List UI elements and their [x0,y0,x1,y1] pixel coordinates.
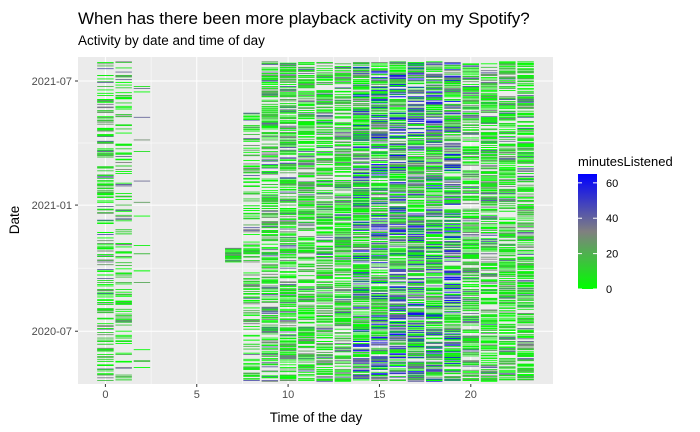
y-tick-label: 2021-07 [32,76,72,88]
x-tick-label: 15 [373,389,385,401]
x-tick-label: 0 [102,389,108,401]
x-axis-title: Time of the day [270,410,363,425]
x-tick-label: 5 [194,389,200,401]
y-axis-title: Date [7,206,22,235]
x-tick-label: 10 [282,389,294,401]
chart-title: When has there been more playback activi… [78,9,530,28]
legend-colorbar [578,174,597,289]
legend-tick-label: 60 [606,178,618,190]
legend-tick-label: 20 [606,249,618,261]
heatmap-cells [97,61,534,382]
x-axis: 0 5 10 15 20 [102,384,477,401]
legend-tick-label: 40 [606,213,618,225]
x-tick-label: 20 [465,389,477,401]
legend-tick-label: 0 [606,284,612,296]
legend-title: minutesListened [578,154,673,169]
y-tick-label: 2020-07 [32,326,72,338]
y-axis: 2020-07 2021-01 2021-07 [32,76,78,338]
y-tick-label: 2021-01 [32,200,72,212]
chart-subtitle: Activity by date and time of day [78,33,265,48]
legend: minutesListened 0 20 40 60 [578,154,673,296]
